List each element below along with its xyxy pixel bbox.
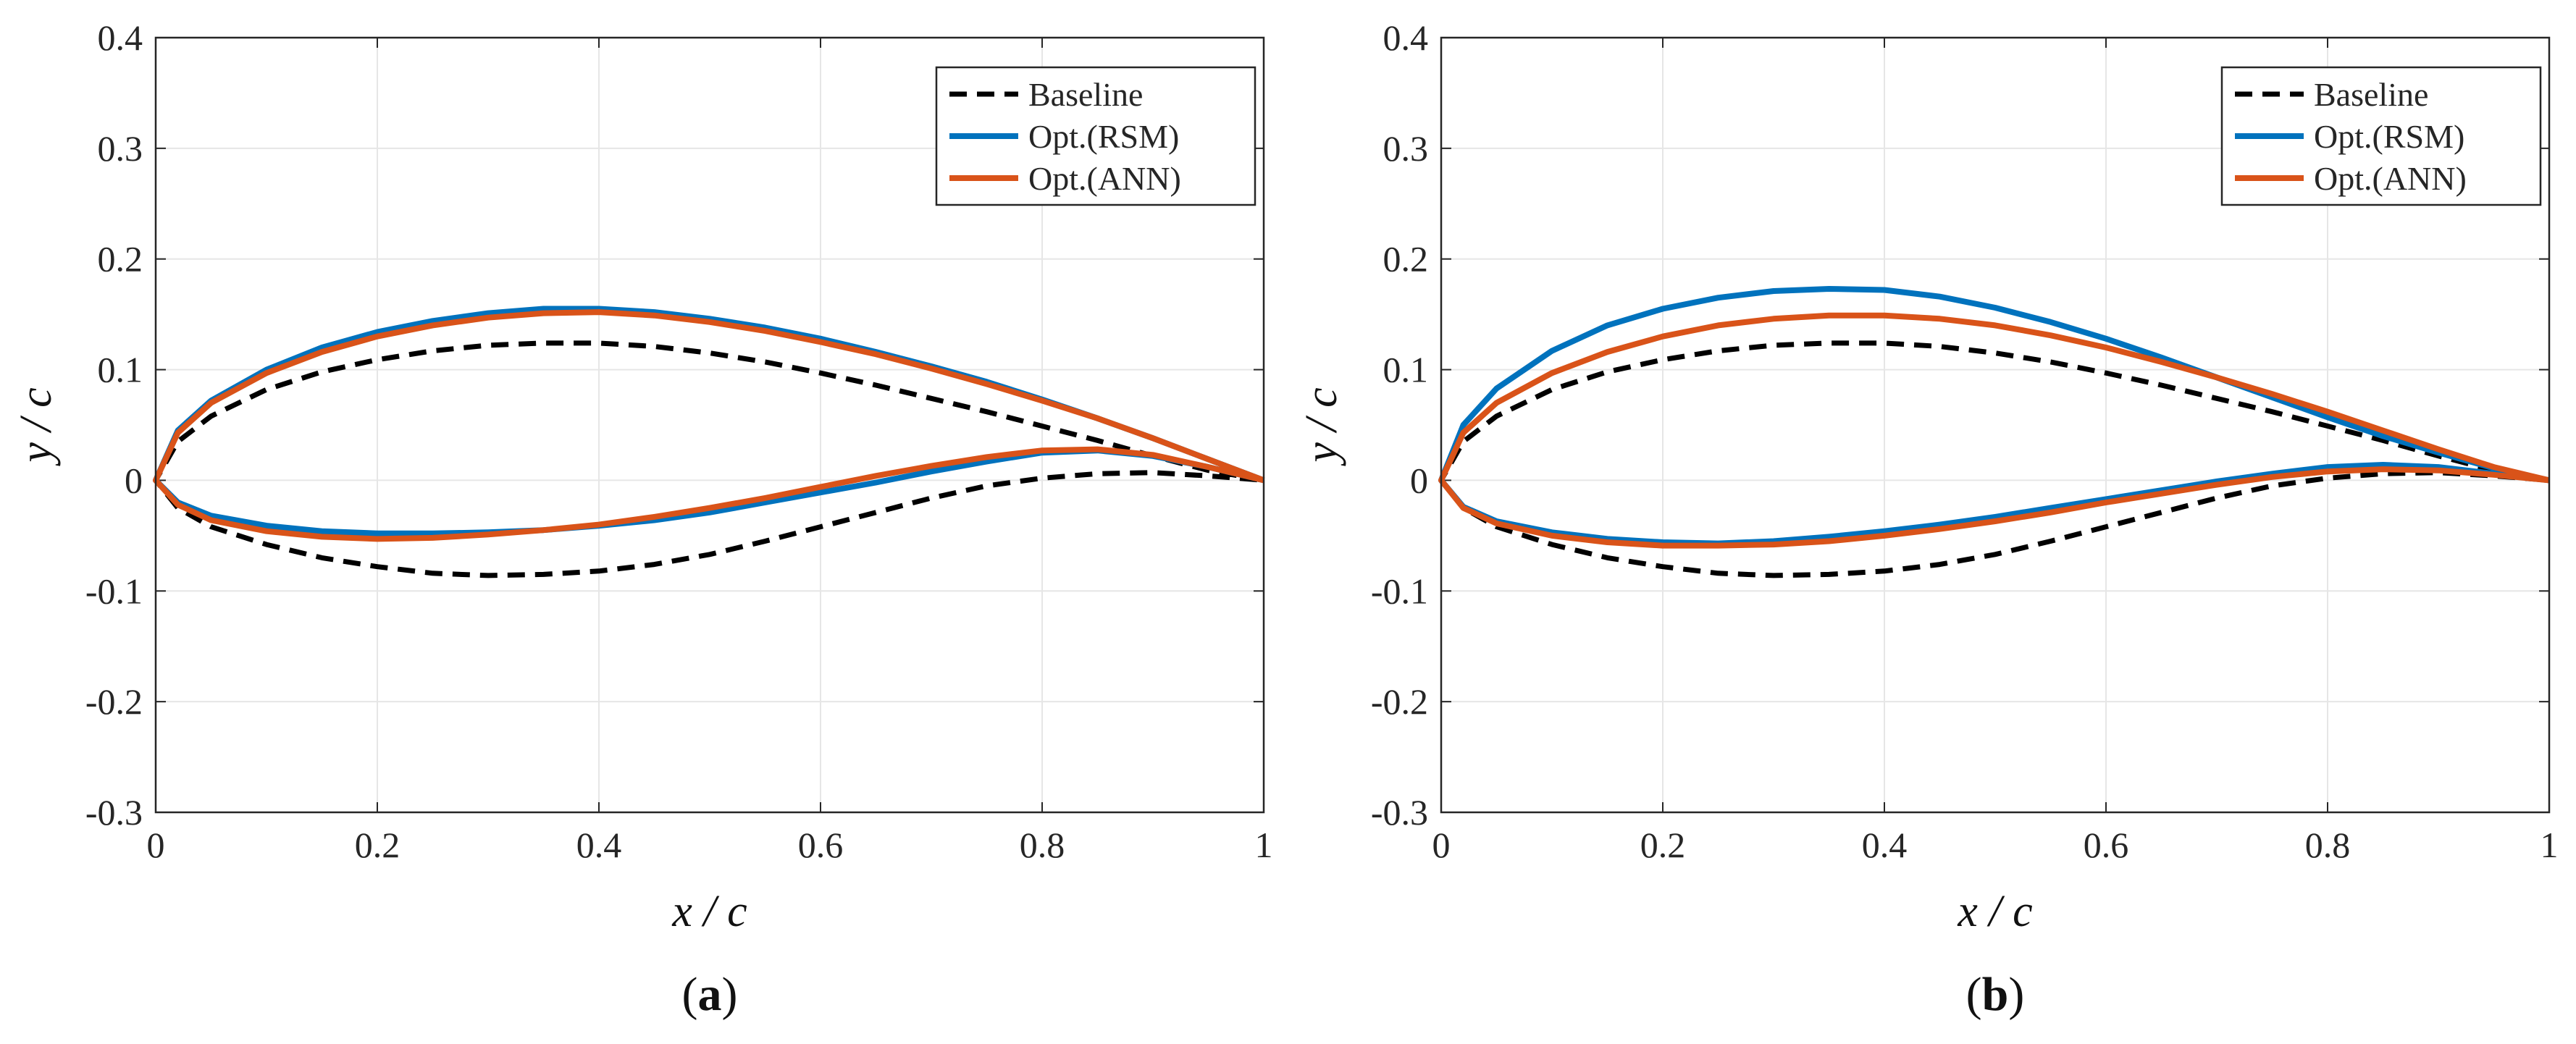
y-tick-label: 0.2 [98,239,143,279]
y-tick-label: 0.2 [1383,239,1429,279]
y-tick-label: 0.4 [98,17,143,58]
y-tick-label: 0 [125,460,143,500]
caption-open: ( [682,968,698,1021]
x-tick-label: 0.8 [1020,825,1065,865]
y-tick-label: -0.2 [85,681,143,722]
y-tick-label: -0.3 [85,792,143,833]
y-tick-label: 0.1 [1383,350,1429,390]
legend-label: Opt.(ANN) [2314,160,2467,197]
x-tick-label: 0.6 [798,825,844,865]
x-tick-label: 0 [1432,825,1451,865]
panel-a: 0 0.2 0.4 0.6 0.8 1 -0.3 -0.2 -0.1 0 0.1 0.2 0.3 0.4 x… [12,17,1273,1021]
y-axis-label: y / c [12,387,61,466]
y-tick-label: -0.3 [1371,792,1428,833]
panel-caption: (b) [1966,968,2025,1021]
axes-frame [1440,36,2551,814]
x-tick-label: 0 [147,825,165,865]
caption-close: ) [722,968,738,1021]
y-tick-label: 0.3 [1383,128,1429,169]
caption-letter: a [698,968,722,1021]
y-tick-label: 0.3 [98,128,143,169]
y-axis-label: y / c [1297,387,1346,466]
caption-open: ( [1966,968,1982,1021]
x-tick-label: 0.4 [576,825,622,865]
panel-b: 0 0.2 0.4 0.6 0.8 1 -0.3 -0.2 -0.1 0 0.1 0.2 0.3 0.4 x… [1297,17,2559,1021]
y-tick-label: 0 [1410,460,1428,500]
x-axis-label: x / c [1957,887,2032,936]
legend-label: Opt.(RSM) [1028,118,1179,155]
x-axis-label: x / c [671,887,747,936]
y-tick-label: -0.1 [1371,571,1428,611]
legend-label: Opt.(ANN) [1028,160,1181,197]
x-tick-label: 0.2 [355,825,400,865]
y-tick-label: 0.1 [98,350,143,390]
legend-label: Baseline [1028,76,1143,113]
caption-close: ) [2008,968,2024,1021]
x-tick-label: 0.4 [1862,825,1908,865]
y-tick-label: -0.1 [85,571,143,611]
legend-label: Opt.(RSM) [2314,118,2464,155]
y-tick-label: -0.2 [1371,681,1428,722]
panel-caption: (a) [682,968,738,1021]
x-tick-label: 1 [1255,825,1273,865]
x-tick-label: 0.6 [2084,825,2129,865]
caption-letter: b [1982,968,2009,1021]
legend-label: Baseline [2314,76,2428,113]
axes-frame [154,36,1265,814]
x-tick-label: 1 [2541,825,2559,865]
x-tick-label: 0.2 [1640,825,1686,865]
y-tick-label: 0.4 [1383,17,1429,58]
x-tick-label: 0.8 [2305,825,2351,865]
